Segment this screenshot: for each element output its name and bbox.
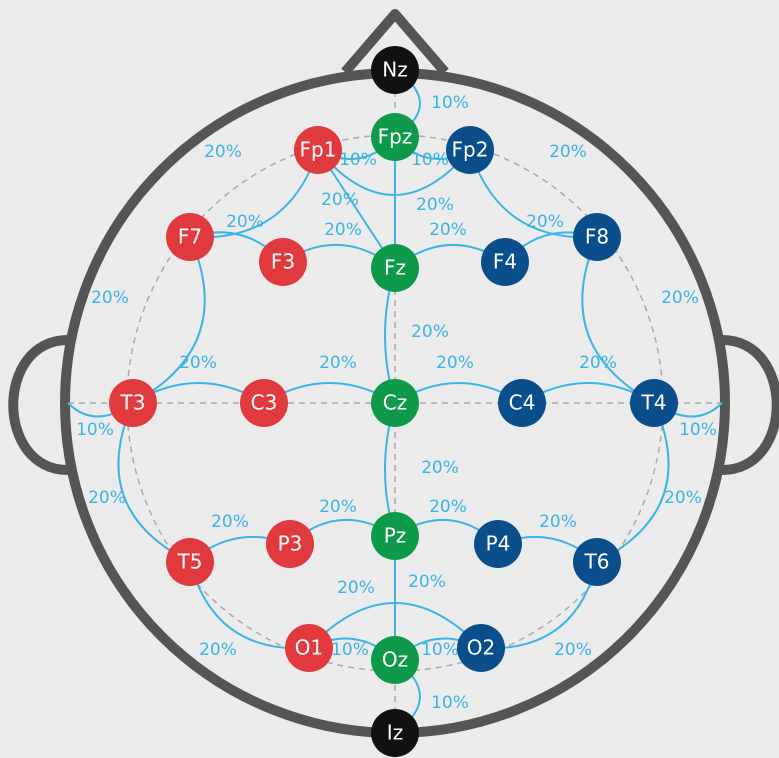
distance-label: 20%	[408, 572, 446, 592]
electrodes: Nz Fpz Fp1 Fp2 F7 F3 Fz F4 F8 T3 C3 Cz C4 T4 T5 P3 Pz P4 T…	[109, 46, 678, 757]
distance-label: 20%	[416, 195, 454, 215]
electrode-label: T4	[641, 391, 667, 415]
distance-label: 10%	[331, 640, 369, 660]
left-ear	[13, 340, 68, 470]
electrode-label: Nz	[382, 58, 407, 82]
electrode-label: P3	[278, 532, 303, 556]
distance-label: 20%	[211, 512, 249, 532]
distance-label: 20%	[88, 488, 126, 508]
distance-label: 20%	[429, 220, 467, 240]
electrode-label: F8	[585, 225, 609, 249]
connection	[118, 403, 190, 562]
connection	[133, 237, 205, 403]
distance-label: 20%	[526, 212, 564, 232]
electrode-label: Fp2	[452, 138, 489, 162]
electrode-label: P4	[486, 532, 511, 556]
distance-label: 20%	[661, 288, 699, 308]
electrode-label: O1	[295, 636, 323, 660]
distance-label: 10%	[679, 420, 717, 440]
electrode-label: O2	[467, 636, 495, 660]
electrode-label: Fpz	[378, 125, 413, 149]
connection	[582, 237, 654, 403]
electrode-label: F4	[493, 250, 517, 274]
distance-label: 10%	[421, 640, 459, 660]
right-ear	[722, 340, 777, 470]
electrode-label: T6	[584, 550, 610, 574]
distance-label: 20%	[554, 640, 592, 660]
electrode-label: F7	[178, 225, 202, 249]
electrode-label: T3	[120, 391, 146, 415]
distance-label: 20%	[436, 353, 474, 373]
distance-label: 20%	[204, 142, 242, 162]
page: 10% 20% 10% 10% 20% 20% 20% 20% 20% 20% 20% 20% 20% 2…	[0, 0, 779, 758]
distance-label: 20%	[91, 288, 129, 308]
electrode-label: F3	[271, 250, 295, 274]
distance-label: 10%	[431, 93, 469, 113]
distance-label: 20%	[579, 353, 617, 373]
electrode-label: Iz	[387, 721, 403, 745]
distance-label: 20%	[429, 497, 467, 517]
distance-label: 20%	[411, 322, 449, 342]
distance-label: 20%	[321, 190, 359, 210]
electrode-label: C3	[251, 391, 278, 415]
electrode-label: C4	[509, 391, 536, 415]
distance-label: 20%	[421, 458, 459, 478]
electrode-label: Oz	[382, 648, 408, 672]
distance-label: 10%	[431, 693, 469, 713]
electrode-label: Fz	[384, 256, 406, 280]
distance-label: 20%	[319, 497, 357, 517]
diagram: 10% 20% 10% 10% 20% 20% 20% 20% 20% 20% 20% 20% 20% 2…	[0, 0, 779, 758]
distance-label: 10%	[339, 150, 377, 170]
distance-label: 20%	[179, 353, 217, 373]
distance-label: 10%	[76, 420, 114, 440]
distance-label: 20%	[664, 488, 702, 508]
distance-label: 20%	[539, 512, 577, 532]
electrode-label: T5	[177, 550, 203, 574]
electrode-label: Fp1	[300, 138, 337, 162]
distance-label: 20%	[199, 640, 237, 660]
distance-label: 20%	[324, 220, 362, 240]
distance-label: 20%	[337, 578, 375, 598]
distance-label: 20%	[226, 212, 264, 232]
electrode-label: Cz	[383, 391, 407, 415]
connection	[597, 403, 669, 562]
distance-label: 20%	[319, 353, 357, 373]
distance-label: 10%	[411, 150, 449, 170]
electrode-label: Pz	[384, 524, 407, 548]
distance-label: 20%	[549, 142, 587, 162]
